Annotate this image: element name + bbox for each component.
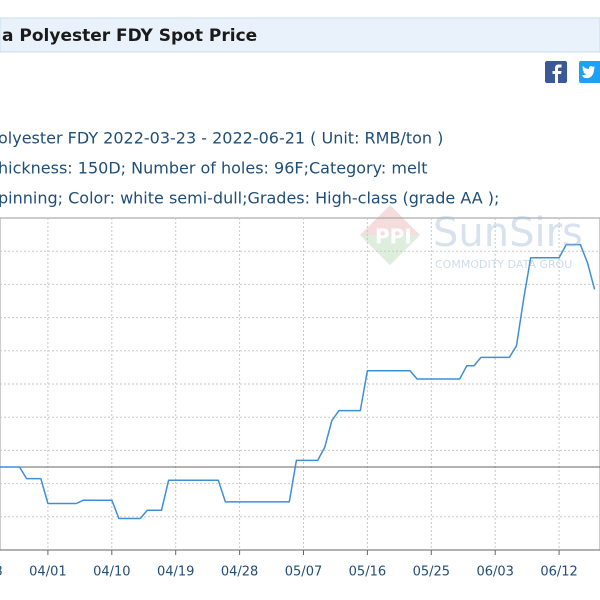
header-bar xyxy=(0,17,600,53)
x-tick-label: 03/23 xyxy=(0,565,3,580)
subtitle-line: pinning; Color: white semi-dull;Grades: … xyxy=(0,189,499,208)
watermark-logo: PPI xyxy=(375,225,412,249)
subtitle-line: hickness: 150D; Number of holes: 96F;Cat… xyxy=(0,159,428,178)
x-tick-label: 04/28 xyxy=(221,565,258,580)
x-tick-label: 06/12 xyxy=(540,565,577,580)
watermark-text: COMMODITY DATA GROU xyxy=(435,258,572,271)
x-tick-label: 05/07 xyxy=(285,565,322,580)
x-tick-label: 04/10 xyxy=(93,565,130,580)
page-title: a Polyester FDY Spot Price xyxy=(2,26,257,46)
twitter-icon[interactable] xyxy=(579,61,600,83)
x-tick-label: 04/19 xyxy=(157,565,194,580)
price-line xyxy=(0,243,596,520)
watermark-text: SunSirs xyxy=(433,210,583,256)
subtitle-line: olyester FDY 2022-03-23 - 2022-06-21 ( U… xyxy=(0,129,443,148)
facebook-icon[interactable] xyxy=(545,61,567,83)
x-tick-label: 05/16 xyxy=(349,565,386,580)
x-tick-label: 04/01 xyxy=(29,565,66,580)
x-tick-label: 06/03 xyxy=(476,565,513,580)
watermark: PPI xyxy=(360,205,420,265)
x-tick-label: 05/25 xyxy=(413,565,450,580)
